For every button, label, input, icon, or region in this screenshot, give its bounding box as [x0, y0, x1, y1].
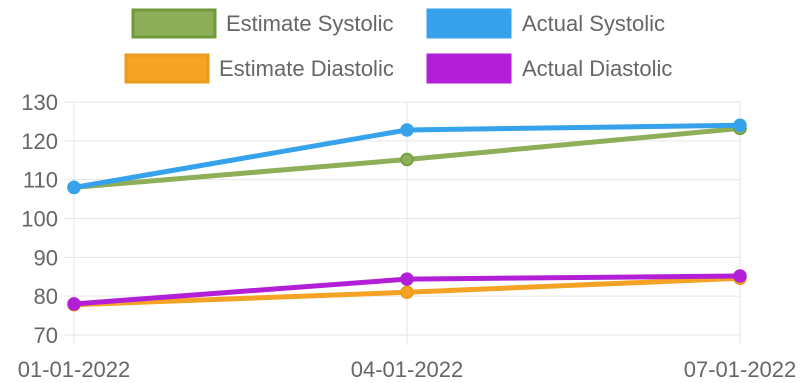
data-point-actual-systolic[interactable]: [400, 123, 414, 137]
x-tick-label: 07-01-2022: [684, 357, 797, 382]
x-axis: 01-01-2022 04-01-2022 07-01-2022: [18, 357, 797, 382]
series-actual-systolic: [67, 118, 747, 195]
y-axis: 130 120 110 100 90 80 70: [21, 90, 58, 348]
y-tick-label: 110: [23, 168, 58, 193]
legend-label-actual-systolic: Actual Systolic: [522, 11, 665, 36]
data-point-estimate-systolic[interactable]: [400, 152, 414, 167]
y-tick-label: 90: [34, 245, 58, 270]
legend-swatch-estimate-diastolic: [124, 53, 210, 84]
legend-label-actual-diastolic: Actual Diastolic: [522, 56, 672, 81]
data-point-actual-diastolic[interactable]: [733, 269, 747, 283]
legend-label-estimate-diastolic: Estimate Diastolic: [219, 56, 394, 81]
y-tick-label: 70: [34, 323, 58, 348]
legend-swatch-estimate-systolic: [131, 8, 217, 39]
data-point-actual-diastolic[interactable]: [67, 297, 81, 311]
y-tick-label: 80: [34, 284, 58, 309]
legend: Estimate Systolic Actual Systolic Estima…: [124, 8, 672, 84]
data-point-actual-systolic[interactable]: [67, 180, 81, 195]
y-tick-label: 120: [21, 129, 58, 154]
data-point-estimate-diastolic[interactable]: [400, 285, 414, 300]
data-point-actual-systolic[interactable]: [733, 118, 747, 133]
data-point-actual-diastolic[interactable]: [400, 272, 414, 286]
y-tick-label: 130: [21, 90, 58, 115]
x-tick-label: 01-01-2022: [18, 357, 131, 382]
legend-swatch-actual-systolic: [426, 8, 512, 39]
legend-item-actual-diastolic[interactable]: Actual Diastolic: [426, 53, 672, 84]
legend-item-estimate-diastolic[interactable]: Estimate Diastolic: [124, 53, 394, 84]
legend-swatch-actual-diastolic: [426, 53, 512, 84]
legend-item-estimate-systolic[interactable]: Estimate Systolic: [131, 8, 394, 39]
legend-label-estimate-systolic: Estimate Systolic: [226, 11, 394, 36]
x-tick-label: 04-01-2022: [351, 357, 464, 382]
series-layer: [67, 118, 747, 312]
y-tick-label: 100: [21, 207, 58, 232]
series-actual-diastolic: [67, 269, 747, 311]
legend-item-actual-systolic[interactable]: Actual Systolic: [426, 8, 665, 39]
